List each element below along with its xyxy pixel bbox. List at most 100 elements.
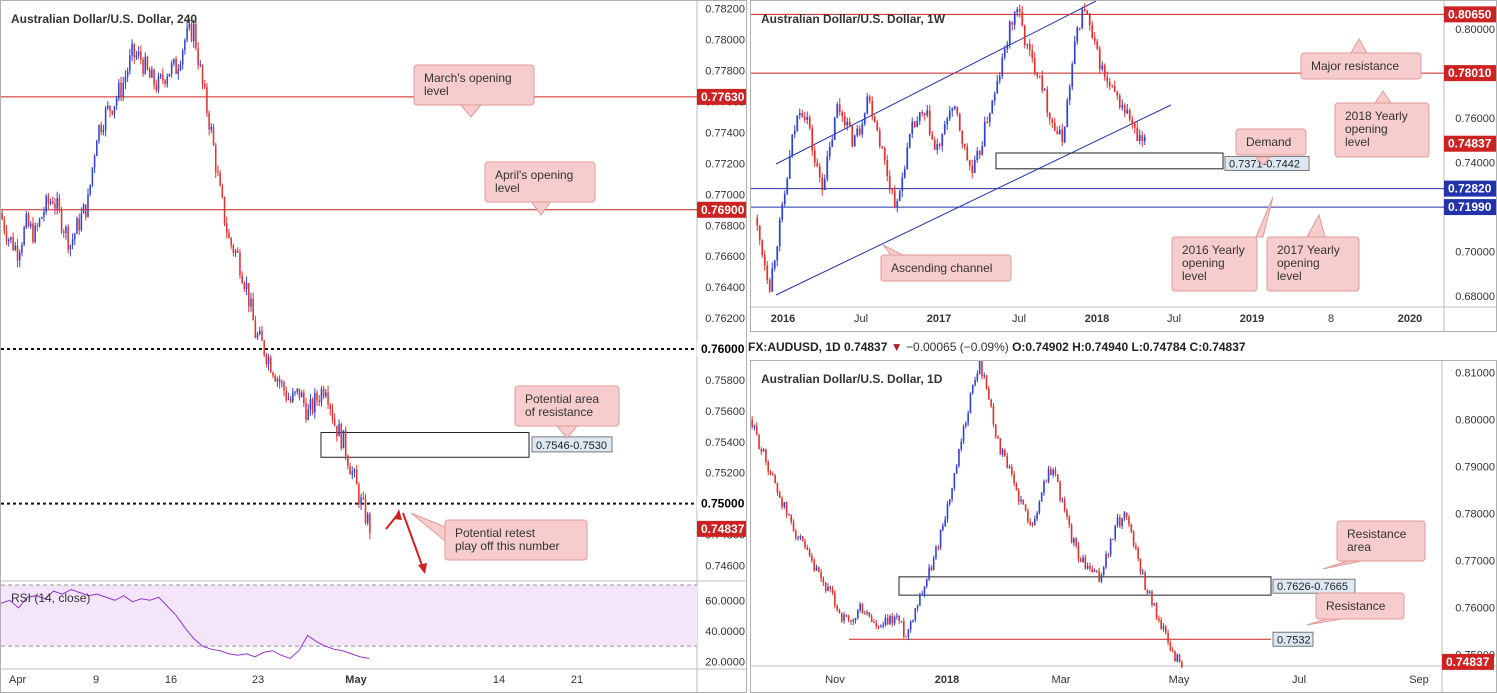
candle-1w-candle: [828, 146, 831, 157]
candle-4h-candle: [133, 43, 136, 58]
candle-1d-candle: [827, 586, 829, 592]
callout-2017-yearly-text: 2017 Yearly: [1277, 243, 1340, 257]
candle-4h-candle: [228, 232, 230, 239]
axis-1w-xtick: 2019: [1240, 313, 1264, 325]
level-label-1w: 0.78010: [1448, 66, 1492, 80]
candle-4h-candle: [89, 184, 91, 195]
callout-2018-yearly-box: [1334, 102, 1430, 158]
candle-1d-candle: [1130, 524, 1133, 532]
candle-4h-candle: [192, 23, 195, 42]
candle-1d-candle: [967, 413, 969, 423]
chart-1d-panel[interactable]: Australian Dollar/U.S. Dollar, 1D 0.8100…: [750, 360, 1497, 693]
candle-4h-candle: [93, 156, 96, 168]
candle-1d-candle: [1020, 499, 1022, 502]
candle-4h-candle: [34, 225, 36, 242]
candle-1d-candle: [921, 593, 923, 595]
chart-1w-panel[interactable]: Australian Dollar/U.S. Dollar, 1W 0.8000…: [750, 0, 1497, 332]
candle-4h-candle: [144, 56, 147, 74]
candle-4h-candle: [186, 27, 188, 40]
axis-4h-xtick: 9: [93, 674, 99, 686]
candle-1w-candle: [903, 168, 906, 178]
axis-4h-xtick: 16: [165, 674, 177, 686]
candle-4h-candle: [175, 58, 177, 74]
candle-4h-candle: [179, 64, 182, 70]
candle-1w-candle: [1138, 135, 1141, 141]
candle-4h-candle: [87, 194, 89, 217]
candle-4h-candle: [322, 388, 325, 397]
candle-1d-candle: [1070, 524, 1073, 543]
axis-1d-ytick: 0.78000: [1455, 509, 1495, 521]
candle-1d-candle: [1144, 572, 1146, 590]
candle-1d-candle: [1176, 654, 1179, 662]
axis-4h-ytick: 0.76600: [705, 251, 745, 263]
candle-1d-candle: [776, 483, 779, 493]
chart-4h-svg[interactable]: 0.782000.780000.778000.776000.774000.772…: [1, 1, 746, 692]
candle-1w-candle: [1026, 43, 1029, 45]
candle-4h-candle: [259, 330, 261, 335]
chart-4h-panel[interactable]: Australian Dollar/U.S. Dollar, 240 0.782…: [0, 0, 747, 693]
axis-1d-xtick: 2018: [935, 674, 959, 686]
candle-4h-candle: [166, 76, 169, 85]
candle-1d-candle: [969, 393, 972, 414]
candle-1d-candle: [1040, 492, 1043, 502]
candle-1d-candle: [873, 621, 875, 623]
candle-1d-candle: [891, 615, 894, 624]
candle-1w-candle: [911, 121, 914, 134]
candle-1d-candle: [1123, 512, 1126, 519]
candle-1w-candle: [778, 219, 781, 247]
candle-1w-candle: [886, 160, 889, 177]
axis-4h-xtick: 14: [493, 674, 505, 686]
retest-arrow-down: [402, 512, 424, 569]
candle-4h-candle: [250, 298, 252, 307]
level-label-1w: 0.71990: [1448, 200, 1492, 214]
candle-1d-candle: [840, 612, 843, 621]
axis-1w-xtick: 2017: [927, 313, 951, 325]
candle-1d-candle: [820, 571, 822, 579]
candle-1w-candle: [866, 96, 869, 114]
candle-1w-candle: [1128, 109, 1131, 120]
candle-1w-candle: [996, 80, 999, 94]
chart-1d-svg[interactable]: 0.81000 0.80000 0.79000 0.78000 0.77000 0.760…: [751, 361, 1496, 692]
candle-1d-candle: [1181, 662, 1183, 667]
chart-1w-svg[interactable]: 0.800000.780000.760000.740000.720000.700…: [751, 1, 1496, 331]
candle-4h-candle: [206, 86, 208, 114]
candle-1d-candle: [795, 531, 797, 539]
candle-1d-candle: [769, 471, 772, 474]
candle-1w-candle: [1053, 122, 1056, 131]
candle-1w-candle: [1063, 126, 1066, 143]
candle-1w-candle: [856, 128, 859, 136]
level-label-4h: 0.75000: [701, 497, 745, 511]
candle-1d-candle: [1056, 474, 1059, 483]
candle-4h-candle: [102, 129, 105, 133]
candle-1d-candle: [903, 621, 905, 637]
candle-4h-candle: [329, 404, 332, 409]
candle-4h-candle: [10, 237, 12, 240]
candle-4h-candle: [49, 201, 52, 204]
candle-1d-candle: [1082, 557, 1084, 562]
candle-4h-candle: [344, 430, 347, 456]
axis-4h-ytick: 0.75200: [705, 468, 745, 480]
candle-1d-candle: [958, 449, 960, 467]
candle-1w-candle: [943, 124, 946, 134]
candle-4h-candle: [327, 392, 329, 405]
candle-1w-candle: [891, 189, 894, 191]
candle-1d-candle: [1045, 481, 1048, 483]
candle-4h-candle: [43, 211, 45, 218]
candle-1w-candle: [968, 160, 971, 166]
candle-1d-candle: [1084, 557, 1087, 569]
candle-4h-candle: [212, 126, 215, 146]
zone-1w-label: 0.7371-0.7442: [1229, 158, 1300, 170]
candle-1w-candle: [893, 190, 896, 207]
candle-4h-candle: [256, 334, 259, 338]
candle-1d-candle: [1013, 473, 1015, 484]
candle-1d-candle: [1098, 571, 1100, 582]
level-label-4h: 0.76900: [701, 203, 745, 217]
callout-2017-yearly-text: level: [1277, 269, 1302, 283]
candle-4h-candle: [91, 167, 94, 185]
candle-1d-candle: [916, 605, 919, 609]
candle-4h-candle: [16, 245, 19, 261]
axis-4h-ytick: 0.77800: [705, 66, 745, 78]
callout-2016-yearly-text: level: [1182, 269, 1207, 283]
callout-resistance-area-1d-pointer: [1322, 560, 1362, 570]
candle-1d-candle: [997, 436, 999, 439]
